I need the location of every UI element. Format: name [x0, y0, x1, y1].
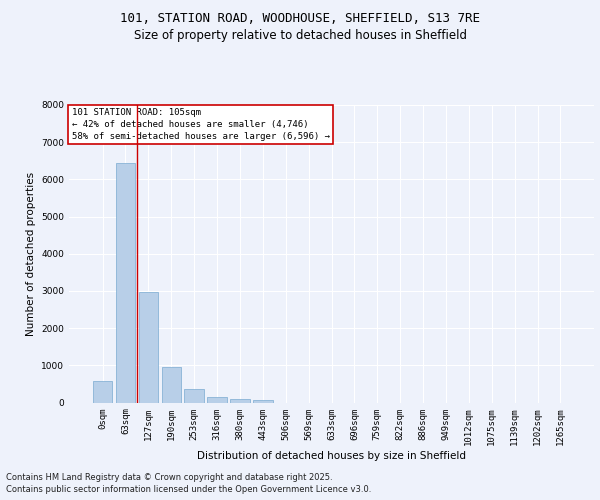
- Text: Contains public sector information licensed under the Open Government Licence v3: Contains public sector information licen…: [6, 485, 371, 494]
- Text: Size of property relative to detached houses in Sheffield: Size of property relative to detached ho…: [133, 29, 467, 42]
- Text: 101 STATION ROAD: 105sqm
← 42% of detached houses are smaller (4,746)
58% of sem: 101 STATION ROAD: 105sqm ← 42% of detach…: [71, 108, 329, 140]
- X-axis label: Distribution of detached houses by size in Sheffield: Distribution of detached houses by size …: [197, 450, 466, 460]
- Text: 101, STATION ROAD, WOODHOUSE, SHEFFIELD, S13 7RE: 101, STATION ROAD, WOODHOUSE, SHEFFIELD,…: [120, 12, 480, 26]
- Bar: [116, 162, 135, 402]
- Bar: [139, 292, 158, 403]
- Bar: [230, 400, 250, 402]
- Bar: [93, 382, 112, 402]
- Bar: [184, 389, 204, 402]
- Bar: [208, 396, 227, 402]
- Bar: [161, 367, 181, 402]
- Text: Contains HM Land Registry data © Crown copyright and database right 2025.: Contains HM Land Registry data © Crown c…: [6, 472, 332, 482]
- Y-axis label: Number of detached properties: Number of detached properties: [26, 172, 35, 336]
- Bar: [253, 400, 272, 402]
